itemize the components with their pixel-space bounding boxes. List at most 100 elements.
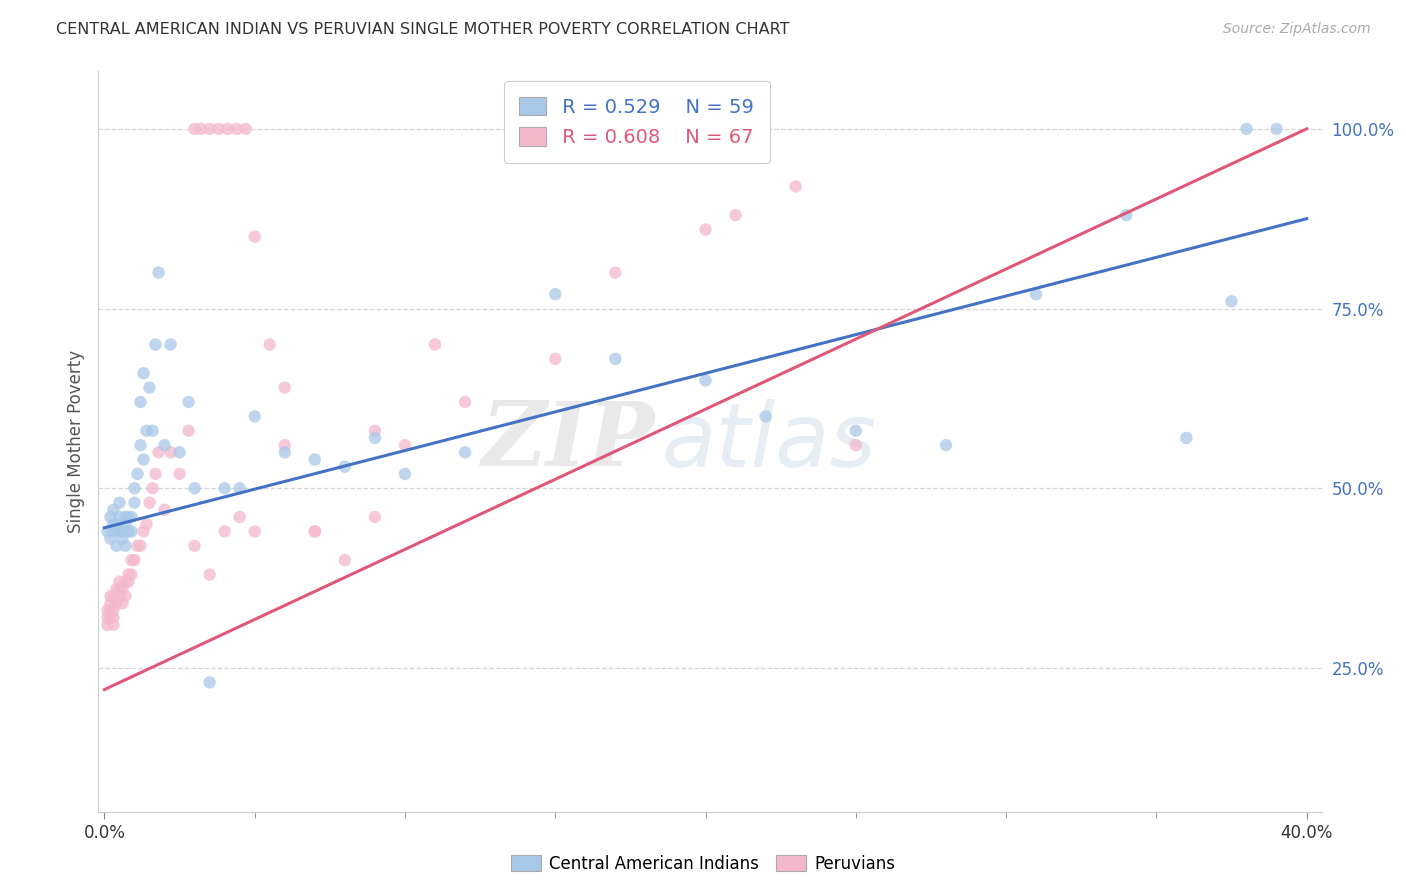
Point [108, 582, 131, 596]
Point [105, 539, 128, 553]
Point [304, 524, 326, 539]
Point [333, 553, 356, 567]
Point [96, 617, 118, 632]
Legend:  R = 0.529    N = 59,  R = 0.608    N = 67: R = 0.529 N = 59, R = 0.608 N = 67 [503, 81, 769, 162]
Text: ZIP: ZIP [482, 399, 655, 484]
Point [454, 395, 477, 409]
Point [208, 121, 231, 136]
Point [1265, 121, 1288, 136]
Point [1175, 431, 1198, 445]
Text: atlas: atlas [661, 399, 876, 484]
Point [141, 481, 163, 495]
Point [132, 524, 155, 539]
Point [214, 524, 236, 539]
Point [454, 445, 477, 459]
Point [198, 121, 221, 136]
Point [121, 553, 143, 567]
Point [145, 467, 167, 481]
Point [605, 351, 627, 366]
Point [274, 445, 297, 459]
Point [108, 495, 131, 509]
Point [108, 524, 131, 539]
Point [605, 266, 627, 280]
Point [114, 517, 136, 532]
Point [100, 603, 122, 617]
Point [132, 366, 155, 380]
Point [138, 495, 160, 509]
Point [183, 539, 205, 553]
Point [105, 596, 128, 610]
Point [111, 582, 134, 596]
Point [124, 495, 146, 509]
Point [169, 467, 191, 481]
Point [100, 589, 122, 603]
Point [100, 596, 122, 610]
Point [96, 524, 118, 539]
Point [845, 424, 868, 438]
Point [243, 524, 266, 539]
Point [228, 510, 250, 524]
Point [274, 381, 297, 395]
Point [1025, 287, 1047, 301]
Text: CENTRAL AMERICAN INDIAN VS PERUVIAN SINGLE MOTHER POVERTY CORRELATION CHART: CENTRAL AMERICAN INDIAN VS PERUVIAN SING… [56, 22, 790, 37]
Point [105, 582, 128, 596]
Point [114, 589, 136, 603]
Point [103, 610, 125, 624]
Point [96, 610, 118, 624]
Point [785, 179, 807, 194]
Point [183, 121, 205, 136]
Point [190, 121, 212, 136]
Point [103, 603, 125, 617]
Point [103, 517, 125, 532]
Point [114, 574, 136, 589]
Point [117, 574, 139, 589]
Point [129, 438, 152, 452]
Point [121, 510, 143, 524]
Point [103, 589, 125, 603]
Point [114, 539, 136, 553]
Point [394, 438, 416, 452]
Point [103, 503, 125, 517]
Point [121, 567, 143, 582]
Point [235, 121, 257, 136]
Point [100, 532, 122, 546]
Point [108, 589, 131, 603]
Point [103, 617, 125, 632]
Point [304, 524, 326, 539]
Point [103, 524, 125, 539]
Point [364, 424, 387, 438]
Point [544, 351, 567, 366]
Point [153, 438, 176, 452]
Point [129, 395, 152, 409]
Point [108, 574, 131, 589]
Point [114, 510, 136, 524]
Point [100, 510, 122, 524]
Point [364, 431, 387, 445]
Point [243, 409, 266, 424]
Point [96, 603, 118, 617]
Point [198, 675, 221, 690]
Point [183, 481, 205, 495]
Point [145, 337, 167, 351]
Point [333, 459, 356, 474]
Point [544, 287, 567, 301]
Text: Source: ZipAtlas.com: Source: ZipAtlas.com [1223, 22, 1371, 37]
Point [100, 610, 122, 624]
Point [423, 337, 446, 351]
Point [111, 532, 134, 546]
Point [304, 452, 326, 467]
Point [111, 596, 134, 610]
Point [755, 409, 778, 424]
Point [935, 438, 957, 452]
Point [217, 121, 239, 136]
Point [169, 445, 191, 459]
Point [132, 452, 155, 467]
Point [177, 395, 200, 409]
Point [117, 567, 139, 582]
Point [695, 374, 717, 388]
Point [129, 539, 152, 553]
Point [177, 424, 200, 438]
Point [148, 266, 170, 280]
Point [124, 553, 146, 567]
Point [127, 539, 149, 553]
